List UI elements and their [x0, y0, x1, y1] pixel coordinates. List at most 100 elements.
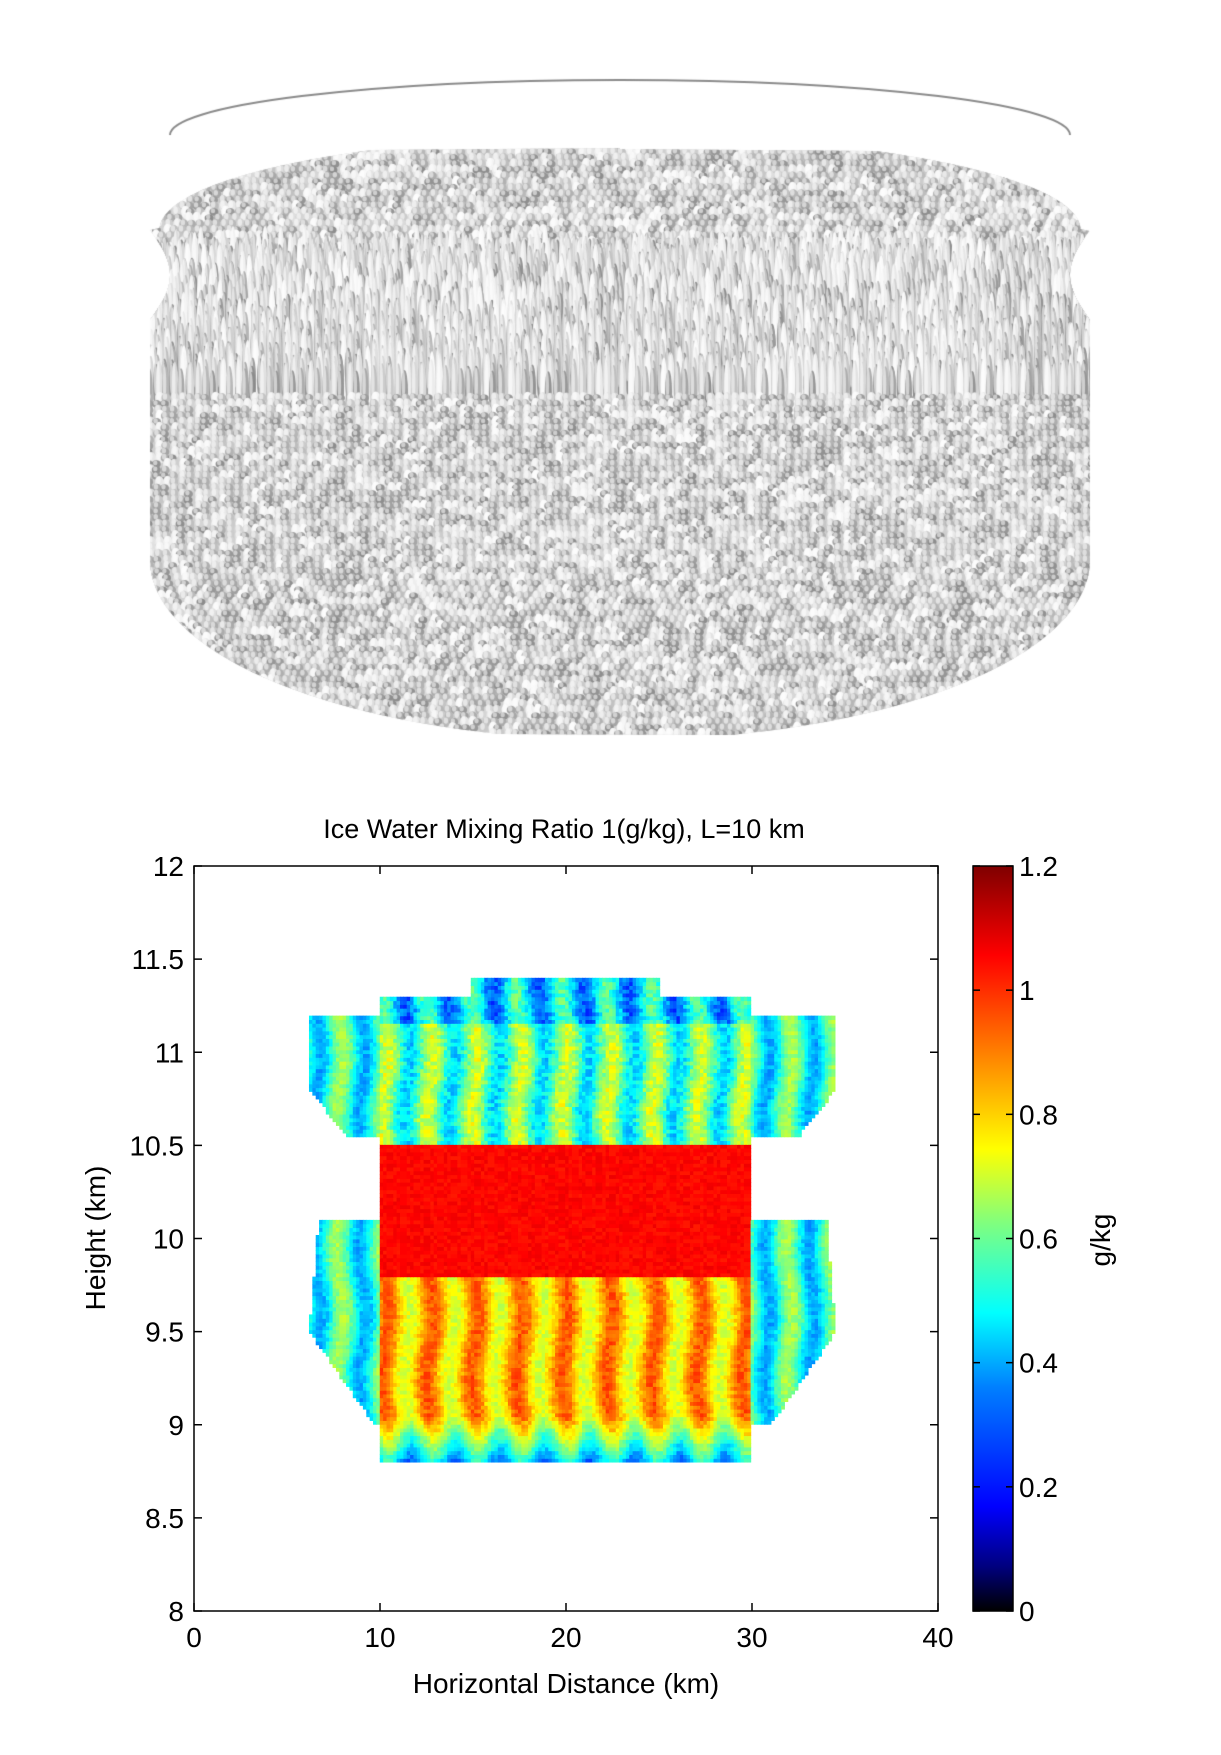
heatmap-cell	[683, 1446, 688, 1452]
heatmap-cell	[619, 1382, 624, 1387]
heatmap-cell	[585, 1435, 590, 1440]
heatmap-cell	[696, 1446, 701, 1452]
heatmap-cell	[491, 1378, 495, 1384]
heatmap-cell	[443, 1424, 448, 1429]
heatmap-cell	[652, 1454, 657, 1459]
heatmap-cell	[615, 1333, 620, 1338]
heatmap-cell	[595, 1443, 600, 1448]
heatmap-cell	[757, 1420, 762, 1425]
heatmap-cell	[403, 1416, 408, 1421]
heatmap-cell	[713, 1450, 718, 1455]
heatmap-cell	[555, 1408, 560, 1414]
heatmap-cell	[450, 1439, 455, 1444]
heatmap-cell	[521, 1435, 526, 1440]
heatmap-cell	[558, 1458, 563, 1463]
heatmap-cell	[376, 1390, 381, 1395]
heatmap-cell	[720, 1393, 725, 1399]
heatmap-cell	[534, 1412, 539, 1418]
heatmap-cell	[595, 1382, 600, 1387]
heatmap-cell	[595, 1371, 600, 1376]
heatmap-cell	[615, 1352, 620, 1357]
heatmap-cell	[720, 1401, 725, 1406]
heatmap-cell	[433, 1420, 438, 1425]
heatmap-cell	[595, 1386, 600, 1391]
heatmap-cell	[396, 1374, 401, 1380]
heatmap-cell	[588, 1439, 593, 1444]
heatmap-cell	[470, 1363, 475, 1368]
heatmap-cell	[639, 1340, 644, 1346]
heatmap-cell	[433, 1386, 438, 1391]
heatmap-cell	[689, 1431, 694, 1437]
heatmap-cell	[797, 1374, 802, 1380]
heatmap-cell	[571, 1412, 576, 1418]
heatmap-cell	[632, 1382, 637, 1387]
heatmap-cell	[497, 1405, 502, 1410]
heatmap-cell	[797, 1367, 802, 1372]
heatmap-cell	[426, 1378, 431, 1384]
heatmap-cell	[430, 1363, 435, 1368]
heatmap-cell	[362, 1397, 367, 1403]
heatmap-cell	[568, 1382, 573, 1387]
heatmap-cell	[551, 1371, 556, 1376]
heatmap-cell	[433, 1397, 438, 1403]
heatmap-cell	[652, 1427, 657, 1433]
heatmap-cell	[676, 1367, 681, 1372]
heatmap-cell	[622, 1439, 627, 1444]
heatmap-cell	[362, 1367, 367, 1372]
heatmap-cell	[635, 1382, 640, 1387]
heatmap-cell	[376, 1401, 381, 1406]
heatmap-cell	[646, 1386, 651, 1391]
heatmap-cell	[457, 1393, 462, 1399]
heatmap-cell	[602, 1393, 607, 1399]
heatmap-cell	[504, 1352, 509, 1357]
heatmap-cell	[598, 1412, 603, 1418]
heatmap-cell	[548, 1374, 553, 1380]
heatmap-cell	[373, 1374, 377, 1380]
heatmap-cell	[359, 1367, 364, 1372]
heatmap-cell	[352, 1393, 357, 1399]
heatmap-cell	[450, 1412, 455, 1418]
heatmap-cell	[460, 1443, 465, 1448]
heatmap-cell	[497, 1371, 502, 1376]
heatmap-cell	[376, 1363, 381, 1368]
heatmap-cell	[440, 1431, 445, 1437]
heatmap-cell	[470, 1401, 475, 1406]
heatmap-cell	[544, 1454, 549, 1459]
heatmap-cell	[629, 1371, 634, 1376]
heatmap-cell	[558, 1443, 563, 1448]
heatmap-cell	[730, 1401, 735, 1406]
heatmap-cell	[423, 1340, 428, 1346]
heatmap-cell	[723, 1397, 728, 1403]
heatmap-cell	[592, 1393, 597, 1399]
heatmap-cell	[480, 1408, 485, 1414]
heatmap-cell	[676, 1435, 681, 1440]
heatmap-cell	[487, 1382, 492, 1387]
heatmap-cell	[544, 1431, 549, 1437]
heatmap-cell	[824, 1340, 829, 1346]
heatmap-cell	[753, 1416, 758, 1421]
heatmap-cell	[693, 1416, 698, 1421]
heatmap-cell	[501, 1439, 506, 1444]
heatmap-cell	[450, 1329, 455, 1334]
heatmap-cell	[588, 1374, 593, 1380]
heatmap-cell	[713, 1458, 718, 1463]
heatmap-cell	[362, 1405, 367, 1410]
heatmap-cell	[426, 1401, 431, 1406]
heatmap-cell	[420, 1408, 425, 1414]
heatmap-cell	[592, 1405, 597, 1410]
heatmap-cell	[727, 1431, 731, 1437]
heatmap-cell	[470, 1397, 475, 1403]
heatmap-cell	[676, 1382, 681, 1387]
heatmap-cell	[359, 1359, 364, 1365]
heatmap-cell	[541, 1412, 546, 1418]
heatmap-cell	[737, 1458, 742, 1463]
heatmap-cell	[410, 1374, 415, 1380]
heatmap-cell	[666, 1371, 671, 1376]
heatmap-cell	[568, 1427, 573, 1433]
heatmap-cell	[743, 1371, 748, 1376]
heatmap-cell	[511, 1416, 516, 1421]
heatmap-cell	[346, 1374, 351, 1380]
heatmap-cell	[484, 1435, 489, 1440]
heatmap-cell	[460, 1378, 465, 1384]
heatmap-cell	[582, 1367, 587, 1372]
